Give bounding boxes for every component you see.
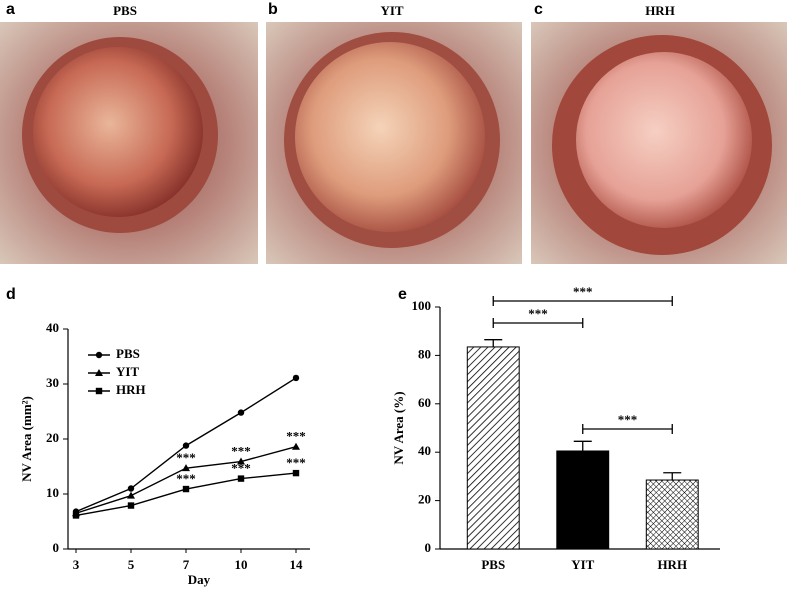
- x-axis-label: Day: [188, 572, 211, 587]
- value-label: ***: [286, 455, 306, 470]
- y-axis-label: NV Area (%): [391, 391, 406, 464]
- x-tick-label: 7: [183, 557, 190, 572]
- y-tick-label: 40: [418, 443, 431, 458]
- marker: [95, 351, 103, 359]
- legend-label: YIT: [116, 364, 139, 379]
- marker: [292, 442, 300, 450]
- panel-title: PBS: [113, 3, 137, 18]
- panel-label: a: [6, 1, 15, 18]
- panel-label: b: [268, 1, 278, 18]
- y-tick-label: 60: [418, 395, 431, 410]
- value-label: ***: [231, 444, 251, 459]
- panel-label: c: [534, 1, 543, 18]
- marker: [182, 464, 190, 472]
- value-label: ***: [176, 450, 196, 465]
- y-tick-label: 40: [46, 320, 59, 335]
- marker: [127, 502, 135, 509]
- y-tick-label: 10: [46, 485, 59, 500]
- y-tick-label: 0: [53, 540, 60, 555]
- x-tick-label: HRH: [657, 557, 687, 572]
- value-label: ***: [176, 471, 196, 486]
- significance-label: ***: [528, 306, 548, 321]
- bar: [645, 479, 699, 550]
- y-axis-label: NV Area (mm²): [19, 396, 34, 482]
- marker: [292, 374, 300, 382]
- error-bar: [663, 472, 682, 481]
- y-tick-label: 100: [412, 298, 432, 313]
- marker: [72, 512, 80, 519]
- photo-eye: [576, 52, 752, 228]
- x-tick-label: 5: [128, 557, 135, 572]
- error-bar: [484, 339, 503, 347]
- x-tick-label: 10: [235, 557, 248, 572]
- photo-eye: [295, 42, 485, 232]
- marker: [237, 409, 245, 416]
- photo-panel: c HRH: [531, 1, 787, 264]
- marker: [127, 491, 135, 499]
- error-bar: [573, 440, 592, 451]
- panel-label: e: [398, 286, 407, 303]
- panel-title: YIT: [380, 3, 403, 18]
- y-tick-label: 20: [418, 492, 431, 507]
- x-tick-label: 3: [73, 557, 80, 572]
- x-tick-label: YIT: [571, 557, 594, 572]
- bar: [556, 450, 610, 550]
- significance-bracket: [492, 318, 584, 328]
- y-tick-label: 20: [46, 430, 59, 445]
- marker: [127, 485, 135, 492]
- significance-bracket: [492, 296, 673, 306]
- marker: [237, 457, 245, 465]
- marker: [95, 369, 103, 376]
- panel-label: d: [6, 286, 16, 303]
- panel-title: HRH: [645, 3, 675, 18]
- legend-label: PBS: [116, 346, 140, 361]
- significance-label: ***: [618, 412, 638, 427]
- marker: [292, 469, 300, 477]
- significance-bracket: [582, 424, 673, 434]
- legend-label: HRH: [116, 382, 146, 397]
- bar: [466, 346, 520, 550]
- x-tick-label: 14: [290, 557, 304, 572]
- marker: [95, 387, 103, 395]
- marker: [182, 442, 190, 449]
- x-tick-label: PBS: [481, 557, 505, 572]
- photo-eye: [33, 47, 203, 217]
- marker: [237, 475, 245, 482]
- marker: [182, 485, 190, 493]
- value-label: ***: [286, 429, 306, 444]
- y-tick-label: 0: [425, 540, 432, 555]
- significance-label: ***: [573, 284, 593, 299]
- y-tick-label: 30: [46, 375, 59, 390]
- value-label: ***: [231, 461, 251, 476]
- y-tick-label: 80: [418, 346, 431, 361]
- photo-panel: a PBS: [0, 1, 258, 264]
- photo-panel: b YIT: [266, 1, 522, 264]
